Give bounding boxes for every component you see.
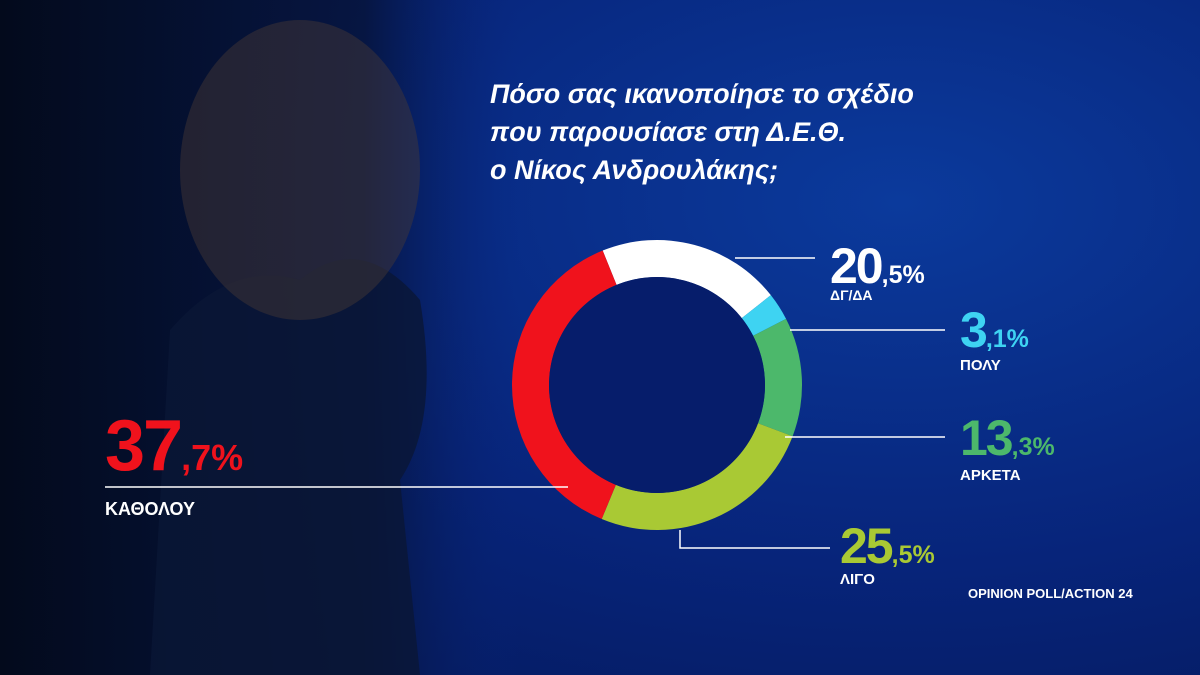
silhouette	[150, 259, 427, 675]
category-label: ΑΡΚΕΤΑ	[960, 467, 1021, 484]
head-shape	[180, 20, 420, 320]
title-line: που παρουσίασε στη Δ.Ε.Θ.	[490, 117, 846, 147]
category-label: ΛΙΓΟ	[840, 571, 875, 588]
donut-hole	[549, 277, 765, 493]
category-label: ΚΑΘΟΛΟΥ	[105, 499, 195, 519]
value-label: 20,5%	[830, 238, 925, 294]
value-label: 13,3%	[960, 410, 1055, 466]
source: OPINION POLL/ACTION 24	[968, 586, 1133, 601]
donut-slice	[512, 250, 617, 520]
title-line: Πόσο σας ικανοποίησε το σχέδιο	[490, 79, 914, 109]
title: Πόσο σας ικανοποίησε το σχέδιο που παρουσ…	[490, 79, 914, 185]
category-label: ΠΟΛΥ	[960, 357, 1001, 374]
category-label: ΔΓ/ΔΑ	[830, 287, 873, 303]
donut-slice	[741, 295, 787, 336]
donut-slice	[601, 423, 793, 530]
title-line: ο Νίκος Ανδρουλάκης;	[490, 155, 778, 185]
leader-line	[679, 530, 830, 549]
value-label: 3,1%	[960, 302, 1029, 358]
donut-slice	[753, 318, 803, 437]
donut-slice	[602, 239, 771, 319]
value-label: 25,5%	[840, 518, 935, 574]
value-label: 37,7%	[105, 406, 243, 486]
